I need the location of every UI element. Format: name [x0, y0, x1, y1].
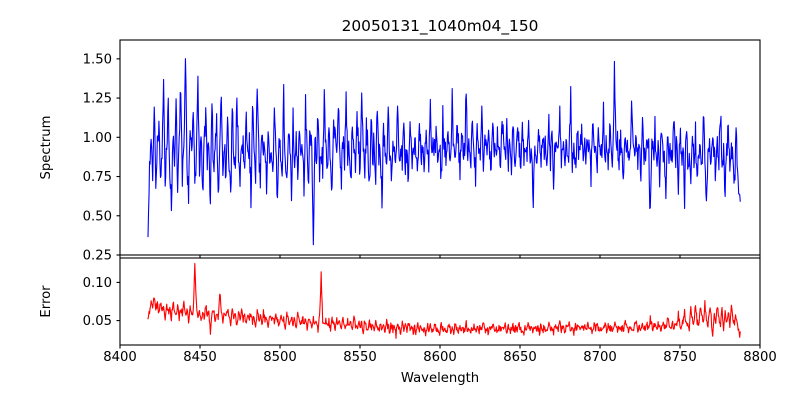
x-tick-label: 8700 [583, 350, 617, 365]
spectrum-line [147, 58, 741, 246]
spectrum-y-ticks: 0.25 0.50 0.75 1.00 1.25 1.50 [83, 52, 120, 264]
x-tick-label: 8750 [663, 350, 697, 365]
y-tick-label: 1.25 [83, 92, 112, 107]
error-axis-label: Error [39, 285, 54, 318]
y-tick-label: 1.50 [83, 52, 112, 67]
spectrum-panel: 0.25 0.50 0.75 1.00 1.25 1.50 Spectrum [39, 39, 761, 264]
error-line [147, 262, 741, 339]
x-tick-label: 8400 [103, 350, 137, 365]
x-tick-label: 8800 [743, 350, 777, 365]
y-tick-label: 0.75 [83, 170, 112, 185]
y-tick-label: 1.00 [83, 131, 112, 146]
x-tick-label: 8450 [183, 350, 217, 365]
page-title: 20050131_1040m04_150 [342, 17, 539, 36]
y-tick-label: 0.05 [83, 314, 112, 329]
y-tick-label: 0.25 [83, 249, 112, 264]
x-tick-label: 8500 [263, 350, 297, 365]
error-x-ticks: 8400 8450 8500 8550 8600 8650 8700 8750 8800 [103, 345, 777, 365]
error-panel: 0.05 0.10 8400 8450 8500 8550 8600 8650 8700 875… [39, 257, 777, 386]
y-tick-label: 0.10 [83, 276, 112, 291]
x-tick-label: 8650 [503, 350, 537, 365]
error-y-ticks: 0.05 0.10 [83, 276, 120, 329]
x-tick-label: 8550 [343, 350, 377, 365]
y-tick-label: 0.50 [83, 209, 112, 224]
x-tick-label: 8600 [423, 350, 457, 365]
spectrum-axis-label: Spectrum [39, 116, 54, 180]
wavelength-axis-label: Wavelength [401, 371, 479, 386]
